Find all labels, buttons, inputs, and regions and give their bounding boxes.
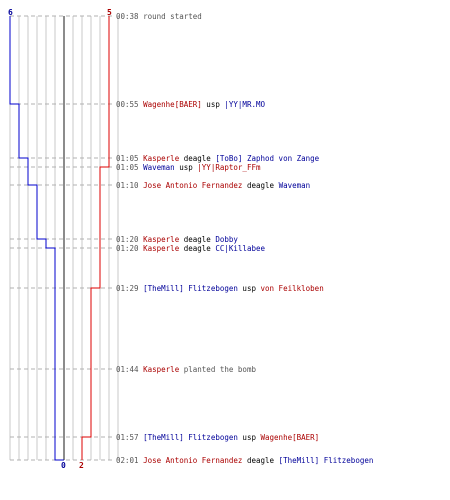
player-name: Waveman [143, 163, 175, 172]
weapon-label: usp [174, 163, 198, 172]
player-name: Jose Antonio Fernandez [143, 181, 243, 190]
player-name: Wagenhe[BAER] [260, 433, 320, 442]
ct-end-count: 0 [61, 461, 66, 470]
player-name: Kasperle [143, 244, 180, 253]
log-time: 01:20 [116, 235, 139, 244]
weapon-label: deagle [179, 244, 216, 253]
log-entry: 00:55 Wagenhe[BAER] usp |YY|MR.MO [116, 100, 265, 109]
t-end-count: 2 [79, 461, 84, 470]
log-entry: 00:38 round started [116, 12, 202, 21]
player-name: Waveman [278, 181, 311, 190]
weapon-label: deagle [179, 154, 216, 163]
ct-alive-line [9, 16, 64, 461]
weapon-label: usp [237, 284, 261, 293]
weapon-label: usp [201, 100, 225, 109]
player-name: |YY|Raptor_FFm [197, 163, 261, 172]
player-name: Kasperle [143, 154, 180, 163]
log-entry: 01:57 [TheMill] Flitzebogen usp Wagenhe[… [116, 433, 319, 442]
event-text: round started [143, 12, 202, 21]
player-name: [TheMill] Flitzebogen [143, 433, 238, 442]
t-alive-line [81, 16, 110, 460]
t-start-count: 5 [107, 8, 112, 17]
log-entry: 01:44 Kasperle planted the bomb [116, 365, 256, 374]
log-entry: 01:05 Kasperle deagle [ToBo] Zaphod von … [116, 154, 319, 163]
player-name: [ToBo] Zaphod von Zange [215, 154, 320, 163]
ct-start-count: 6 [8, 8, 13, 17]
weapon-label: deagle [179, 235, 216, 244]
timeline-grid [9, 16, 119, 460]
player-name: Jose Antonio Fernandez [143, 456, 243, 465]
log-time: 01:44 [116, 365, 139, 374]
log-entry: 01:05 Waveman usp |YY|Raptor_FFm [116, 163, 261, 172]
player-name: |YY|MR.MO [224, 100, 266, 109]
player-name: Kasperle [143, 365, 180, 374]
log-entry: 01:20 Kasperle deagle Dobby [116, 235, 238, 244]
log-entry: 02:01 Jose Antonio Fernandez deagle [The… [116, 456, 373, 465]
player-name: von Feilkloben [260, 284, 324, 293]
log-time: 00:55 [116, 100, 139, 109]
log-time: 02:01 [116, 456, 139, 465]
log-time: 00:38 [116, 12, 139, 21]
player-name: CC|Killabee [215, 244, 266, 253]
log-entry: 01:20 Kasperle deagle CC|Killabee [116, 244, 265, 253]
event-text: planted the bomb [179, 365, 256, 374]
log-entry: 01:10 Jose Antonio Fernandez deagle Wave… [116, 181, 310, 190]
log-time: 01:57 [116, 433, 139, 442]
alive-step-lines [9, 16, 110, 461]
log-time: 01:05 [116, 163, 139, 172]
log-entry: 01:29 [TheMill] Flitzebogen usp von Feil… [116, 284, 324, 293]
event-guide-lines [10, 15, 114, 461]
log-time: 01:29 [116, 284, 139, 293]
weapon-label: usp [237, 433, 261, 442]
log-time: 01:10 [116, 181, 139, 190]
weapon-label: deagle [242, 456, 279, 465]
player-name: Dobby [215, 235, 238, 244]
weapon-label: deagle [242, 181, 279, 190]
log-time: 01:20 [116, 244, 139, 253]
player-name: Wagenhe[BAER] [143, 100, 202, 109]
log-time: 01:05 [116, 154, 139, 163]
player-name: [TheMill] Flitzebogen [278, 456, 374, 465]
player-name: [TheMill] Flitzebogen [143, 284, 238, 293]
player-name: Kasperle [143, 235, 180, 244]
